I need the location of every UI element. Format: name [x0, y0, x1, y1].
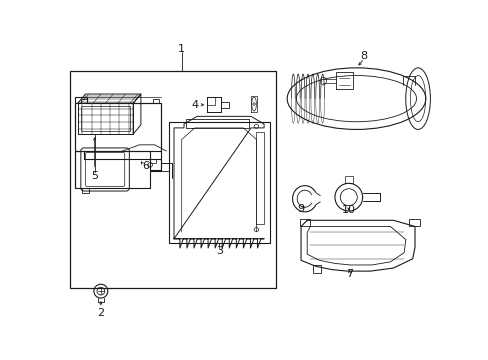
Text: 9: 9 [297, 204, 304, 214]
Bar [81, 99, 87, 103]
Bar [299, 219, 310, 226]
Bar [313, 265, 321, 273]
Bar [408, 219, 419, 226]
Bar [70, 71, 276, 288]
Text: 2: 2 [97, 308, 104, 318]
Text: 7: 7 [346, 269, 352, 279]
Text: 1: 1 [178, 44, 185, 54]
Text: 10: 10 [341, 204, 355, 215]
Text: 8: 8 [360, 50, 367, 60]
Bar [168, 122, 270, 243]
Text: 6: 6 [142, 161, 149, 171]
Bar [81, 106, 130, 131]
Text: 4: 4 [191, 100, 198, 110]
Text: 5: 5 [91, 171, 98, 181]
Text: 3: 3 [216, 246, 223, 256]
Bar [153, 99, 159, 103]
